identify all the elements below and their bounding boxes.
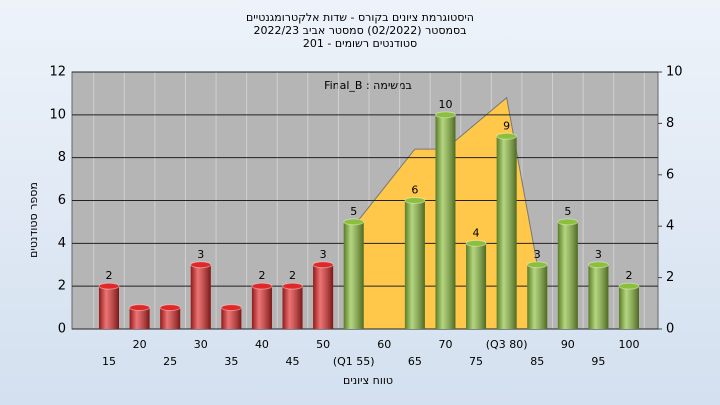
y-tick-label: 2 <box>58 279 66 294</box>
bar-cap <box>282 282 304 290</box>
value-label: 2 <box>106 269 113 282</box>
bar-shade <box>496 136 517 329</box>
bar-cap <box>251 282 273 290</box>
x-tick-label: 90 <box>561 338 575 351</box>
value-label: 2 <box>626 269 633 282</box>
y2-tick-label: 0 <box>666 322 674 337</box>
bar-shade <box>160 307 181 329</box>
value-label: 3 <box>320 248 327 261</box>
bar-cap <box>129 304 151 312</box>
title-line: בסמסטר (02/2022) סמסטר אביב 2022/23 <box>253 24 466 37</box>
x-tick-label: 65 <box>408 355 422 368</box>
x-tick-label: 95 <box>591 355 605 368</box>
y-tick-label: 0 <box>58 322 66 337</box>
bar-shade <box>313 264 334 329</box>
bar-cap <box>220 304 242 312</box>
title-line: היסטוגרמת ציונים בקורס - שדות אלקטרומגנט… <box>246 11 474 24</box>
bar-cap <box>159 304 181 312</box>
y-tick-label: 10 <box>49 107 66 122</box>
bar-shade <box>557 221 578 329</box>
bar-shade <box>190 264 211 329</box>
y-axis-label: מספר סטודנטים <box>27 182 40 258</box>
x-tick-label: 100 <box>619 338 640 351</box>
value-label: 3 <box>595 248 602 261</box>
x-axis-label: טווח ציונים <box>343 374 393 387</box>
bar-shade <box>619 286 639 329</box>
y2-tick-label: 4 <box>666 219 674 234</box>
bar-shade <box>588 264 609 329</box>
x-tick-label: 30 <box>194 338 208 351</box>
title-line: סטודנטים רשומים - 201 <box>303 37 417 50</box>
bar-cap <box>526 261 548 269</box>
bar-shade <box>404 200 425 329</box>
x-tick-label: 70 <box>438 338 452 351</box>
value-label: 10 <box>438 98 452 111</box>
value-label: 5 <box>350 205 357 218</box>
value-label: 3 <box>534 248 541 261</box>
bar-cap <box>190 261 212 269</box>
y-tick-label: 8 <box>58 150 66 165</box>
bar-cap <box>587 261 609 269</box>
x-tick-label: 85 <box>530 355 544 368</box>
y2-tick-label: 6 <box>666 167 674 182</box>
value-label: 5 <box>564 205 571 218</box>
x-tick-label: 45 <box>286 355 300 368</box>
bar-cap <box>98 282 120 290</box>
bar-shade <box>251 286 272 329</box>
bar-cap <box>312 261 334 269</box>
y2-tick-label: 2 <box>666 270 674 285</box>
x-tick-label: 60 <box>377 338 391 351</box>
x-tick-label: 20 <box>133 338 147 351</box>
y-tick-label: 4 <box>58 236 66 251</box>
bar-cap <box>404 197 426 204</box>
bar-cap <box>465 239 487 247</box>
bar-shade <box>435 114 456 329</box>
bar-shade <box>99 286 119 329</box>
bar-shade <box>343 221 364 329</box>
value-label: 2 <box>258 269 265 282</box>
x-tick-label: 50 <box>316 338 330 351</box>
bar-cap <box>496 132 518 140</box>
bar-shade <box>527 264 548 329</box>
bar-shade <box>282 286 303 329</box>
y2-tick-label: 10 <box>666 65 683 80</box>
x-tick-label: (Q1 55) <box>333 355 375 368</box>
value-label: 4 <box>473 226 480 239</box>
y-tick-label: 12 <box>49 65 66 80</box>
value-label: 2 <box>289 269 296 282</box>
bar-cap <box>434 111 456 119</box>
bar-shade <box>221 307 242 329</box>
x-tick-label: 40 <box>255 338 269 351</box>
annotation: במשימה : Final_B <box>324 79 412 92</box>
x-tick-label: 35 <box>224 355 238 368</box>
value-label: 9 <box>503 119 510 132</box>
y2-tick-label: 8 <box>666 116 674 131</box>
bar-shade <box>129 307 150 329</box>
value-label: 6 <box>411 184 418 197</box>
x-tick-label: 75 <box>469 355 483 368</box>
x-tick-label: 15 <box>102 355 116 368</box>
bar-shade <box>466 243 487 329</box>
y-tick-label: 6 <box>58 193 66 208</box>
bar-cap <box>557 218 579 226</box>
x-tick-label: (Q3 80) <box>486 338 528 351</box>
value-label: 3 <box>197 248 204 261</box>
bar-cap <box>618 282 640 290</box>
bar-cap <box>343 218 365 226</box>
x-tick-label: 25 <box>163 355 177 368</box>
